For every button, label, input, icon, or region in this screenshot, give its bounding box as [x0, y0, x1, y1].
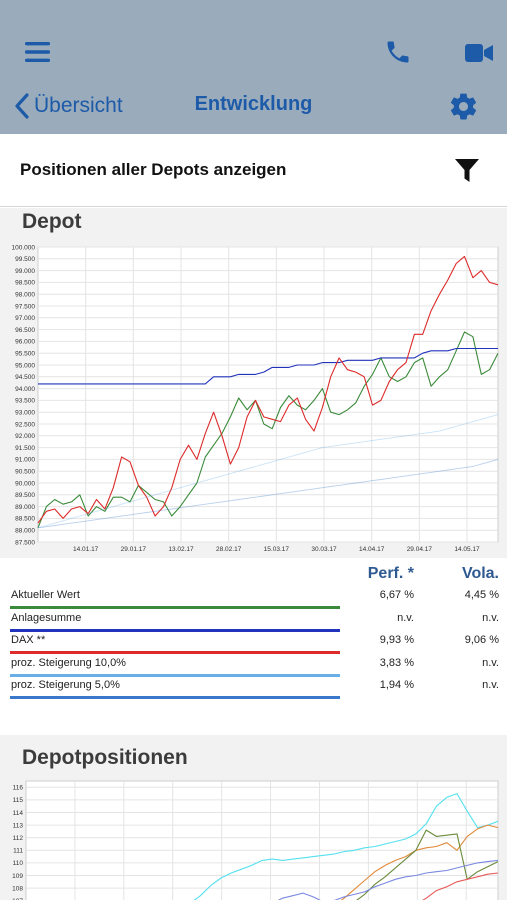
y-tick-label: 89.000: [15, 504, 35, 511]
series-line: [38, 347, 498, 385]
y-tick-label: 97.500: [15, 303, 35, 310]
legend-row: Anlagesumme n.v. n.v.: [0, 609, 507, 632]
x-tick-label: 14.05.17: [454, 546, 480, 553]
series-line: [37, 255, 499, 524]
y-tick-label: 95.000: [15, 362, 35, 369]
legend-vola-value: 9,06 %: [464, 634, 499, 646]
page-title: Entwicklung: [194, 93, 313, 115]
legend-vola-value: n.v.: [482, 656, 499, 669]
y-tick-label: 90.500: [15, 469, 35, 476]
back-button[interactable]: Übersicht: [14, 90, 123, 122]
x-tick-label: 14.01.17: [73, 546, 99, 553]
legend-name: proz. Steigerung 5,0%: [11, 679, 120, 691]
y-tick-label: 107: [12, 898, 23, 900]
plot-area: [25, 780, 499, 900]
phone-icon[interactable]: [384, 38, 412, 66]
legend-name: Aktueller Wert: [11, 589, 80, 601]
legend-perf-value: 1,94 %: [379, 679, 414, 691]
y-tick-label: 112: [13, 835, 24, 842]
x-tick-label: 14.04.17: [359, 546, 385, 553]
y-tick-label: 92.500: [15, 421, 35, 428]
y-tick-label: 114: [13, 810, 24, 817]
legend-header-perf: Perf. *: [367, 565, 414, 582]
legend-name: DAX **: [11, 634, 46, 646]
y-tick-label: 116: [13, 785, 24, 792]
legend-color-line: [10, 628, 340, 632]
legend-perf-value: 6,67 %: [379, 589, 414, 601]
legend-header-vola: Vola.: [461, 565, 499, 582]
y-tick-label: 98.500: [15, 280, 35, 287]
y-tick-label: 91.000: [15, 457, 35, 464]
x-tick-label: 13.02.17: [168, 546, 194, 553]
legend-color-line: [10, 696, 340, 699]
depotpositionen-title: Depotpositionen: [22, 746, 188, 769]
filter-icon[interactable]: [453, 157, 481, 184]
back-label: Übersicht: [34, 94, 123, 117]
y-tick-label: 110: [13, 860, 24, 867]
legend-perf-value: 3,83 %: [379, 656, 414, 669]
x-tick-label: 29.01.17: [121, 546, 147, 553]
chevron-left-icon: [15, 93, 29, 119]
series-line: [37, 331, 499, 529]
y-tick-label: 109: [12, 873, 23, 880]
legend-color-line: [10, 651, 340, 654]
x-tick-label: 15.03.17: [264, 546, 290, 553]
y-tick-label: 108: [12, 885, 23, 892]
x-tick-label: 28.02.17: [216, 546, 242, 553]
y-tick-label: 98.000: [15, 292, 35, 299]
y-tick-label: 115: [13, 797, 24, 804]
y-tick-label: 111: [13, 848, 23, 855]
series-line: [193, 793, 499, 900]
legend-name: Anlagesumme: [11, 611, 82, 624]
series-line: [277, 859, 499, 900]
y-tick-label: 89.500: [15, 492, 35, 499]
depot-title: Depot: [22, 210, 82, 233]
y-tick-label: 93.000: [15, 410, 35, 417]
series-line: [37, 414, 499, 529]
legend-perf-value: n.v.: [397, 611, 414, 624]
legend-name: proz. Steigerung 10,0%: [11, 656, 126, 669]
menu-icon[interactable]: [24, 40, 52, 64]
legend-row: DAX ** 9,93 % 9,06 %: [0, 631, 507, 654]
legend-color-line: [10, 606, 340, 609]
legend-perf-value: 9,93 %: [379, 634, 414, 646]
legend-vola-value: 4,45 %: [464, 589, 499, 601]
y-tick-label: 100.000: [12, 244, 36, 251]
depot-chart: 87.500 88.000 88.500 89.000 89.500 90.000 90.5…: [12, 244, 499, 553]
navigation-header: Übersicht Entwicklung: [0, 0, 507, 134]
y-tick-label: 95.500: [15, 351, 35, 358]
depotpositionen-chart: 107 108 109 110 111 112 113 114 115 116: [12, 780, 499, 900]
y-tick-label: 97.000: [15, 315, 35, 322]
video-icon[interactable]: [464, 42, 494, 64]
y-tick-label: 96.000: [15, 339, 35, 346]
y-tick-label: 96.500: [15, 327, 35, 334]
series-line: [37, 458, 499, 529]
legend-row: proz. Steigerung 10,0% 3,83 % n.v.: [0, 654, 507, 677]
gear-icon[interactable]: [448, 91, 479, 122]
legend-vola-value: n.v.: [482, 611, 499, 624]
y-tick-label: 87.500: [15, 539, 35, 546]
series-line: [356, 829, 499, 900]
legend-vola-value: n.v.: [482, 679, 499, 691]
y-tick-label: 88.000: [15, 528, 35, 535]
y-tick-label: 90.000: [15, 480, 35, 487]
legend-color-line: [10, 673, 340, 677]
plot-area: [37, 246, 499, 543]
y-tick-label: 92.000: [15, 433, 35, 440]
series-line: [422, 872, 499, 900]
filter-bar[interactable]: Positionen aller Depots anzeigen: [0, 134, 507, 207]
filter-label: Positionen aller Depots anzeigen: [20, 160, 287, 179]
x-tick-label: 30.03.17: [311, 546, 337, 553]
y-tick-label: 94.000: [15, 386, 35, 393]
y-tick-label: 99.500: [15, 256, 35, 263]
legend-row: Aktueller Wert 6,67 % 4,45 %: [0, 586, 507, 609]
x-tick-label: 29.04.17: [407, 546, 433, 553]
y-tick-label: 99.000: [15, 268, 35, 275]
legend-row: proz. Steigerung 5,0% 1,94 % n.v.: [0, 676, 507, 699]
y-tick-label: 93.500: [15, 398, 35, 405]
y-tick-label: 94.500: [15, 374, 35, 381]
y-tick-label: 113: [13, 822, 24, 829]
y-tick-label: 91.500: [15, 445, 35, 452]
y-tick-label: 88.500: [15, 516, 35, 523]
